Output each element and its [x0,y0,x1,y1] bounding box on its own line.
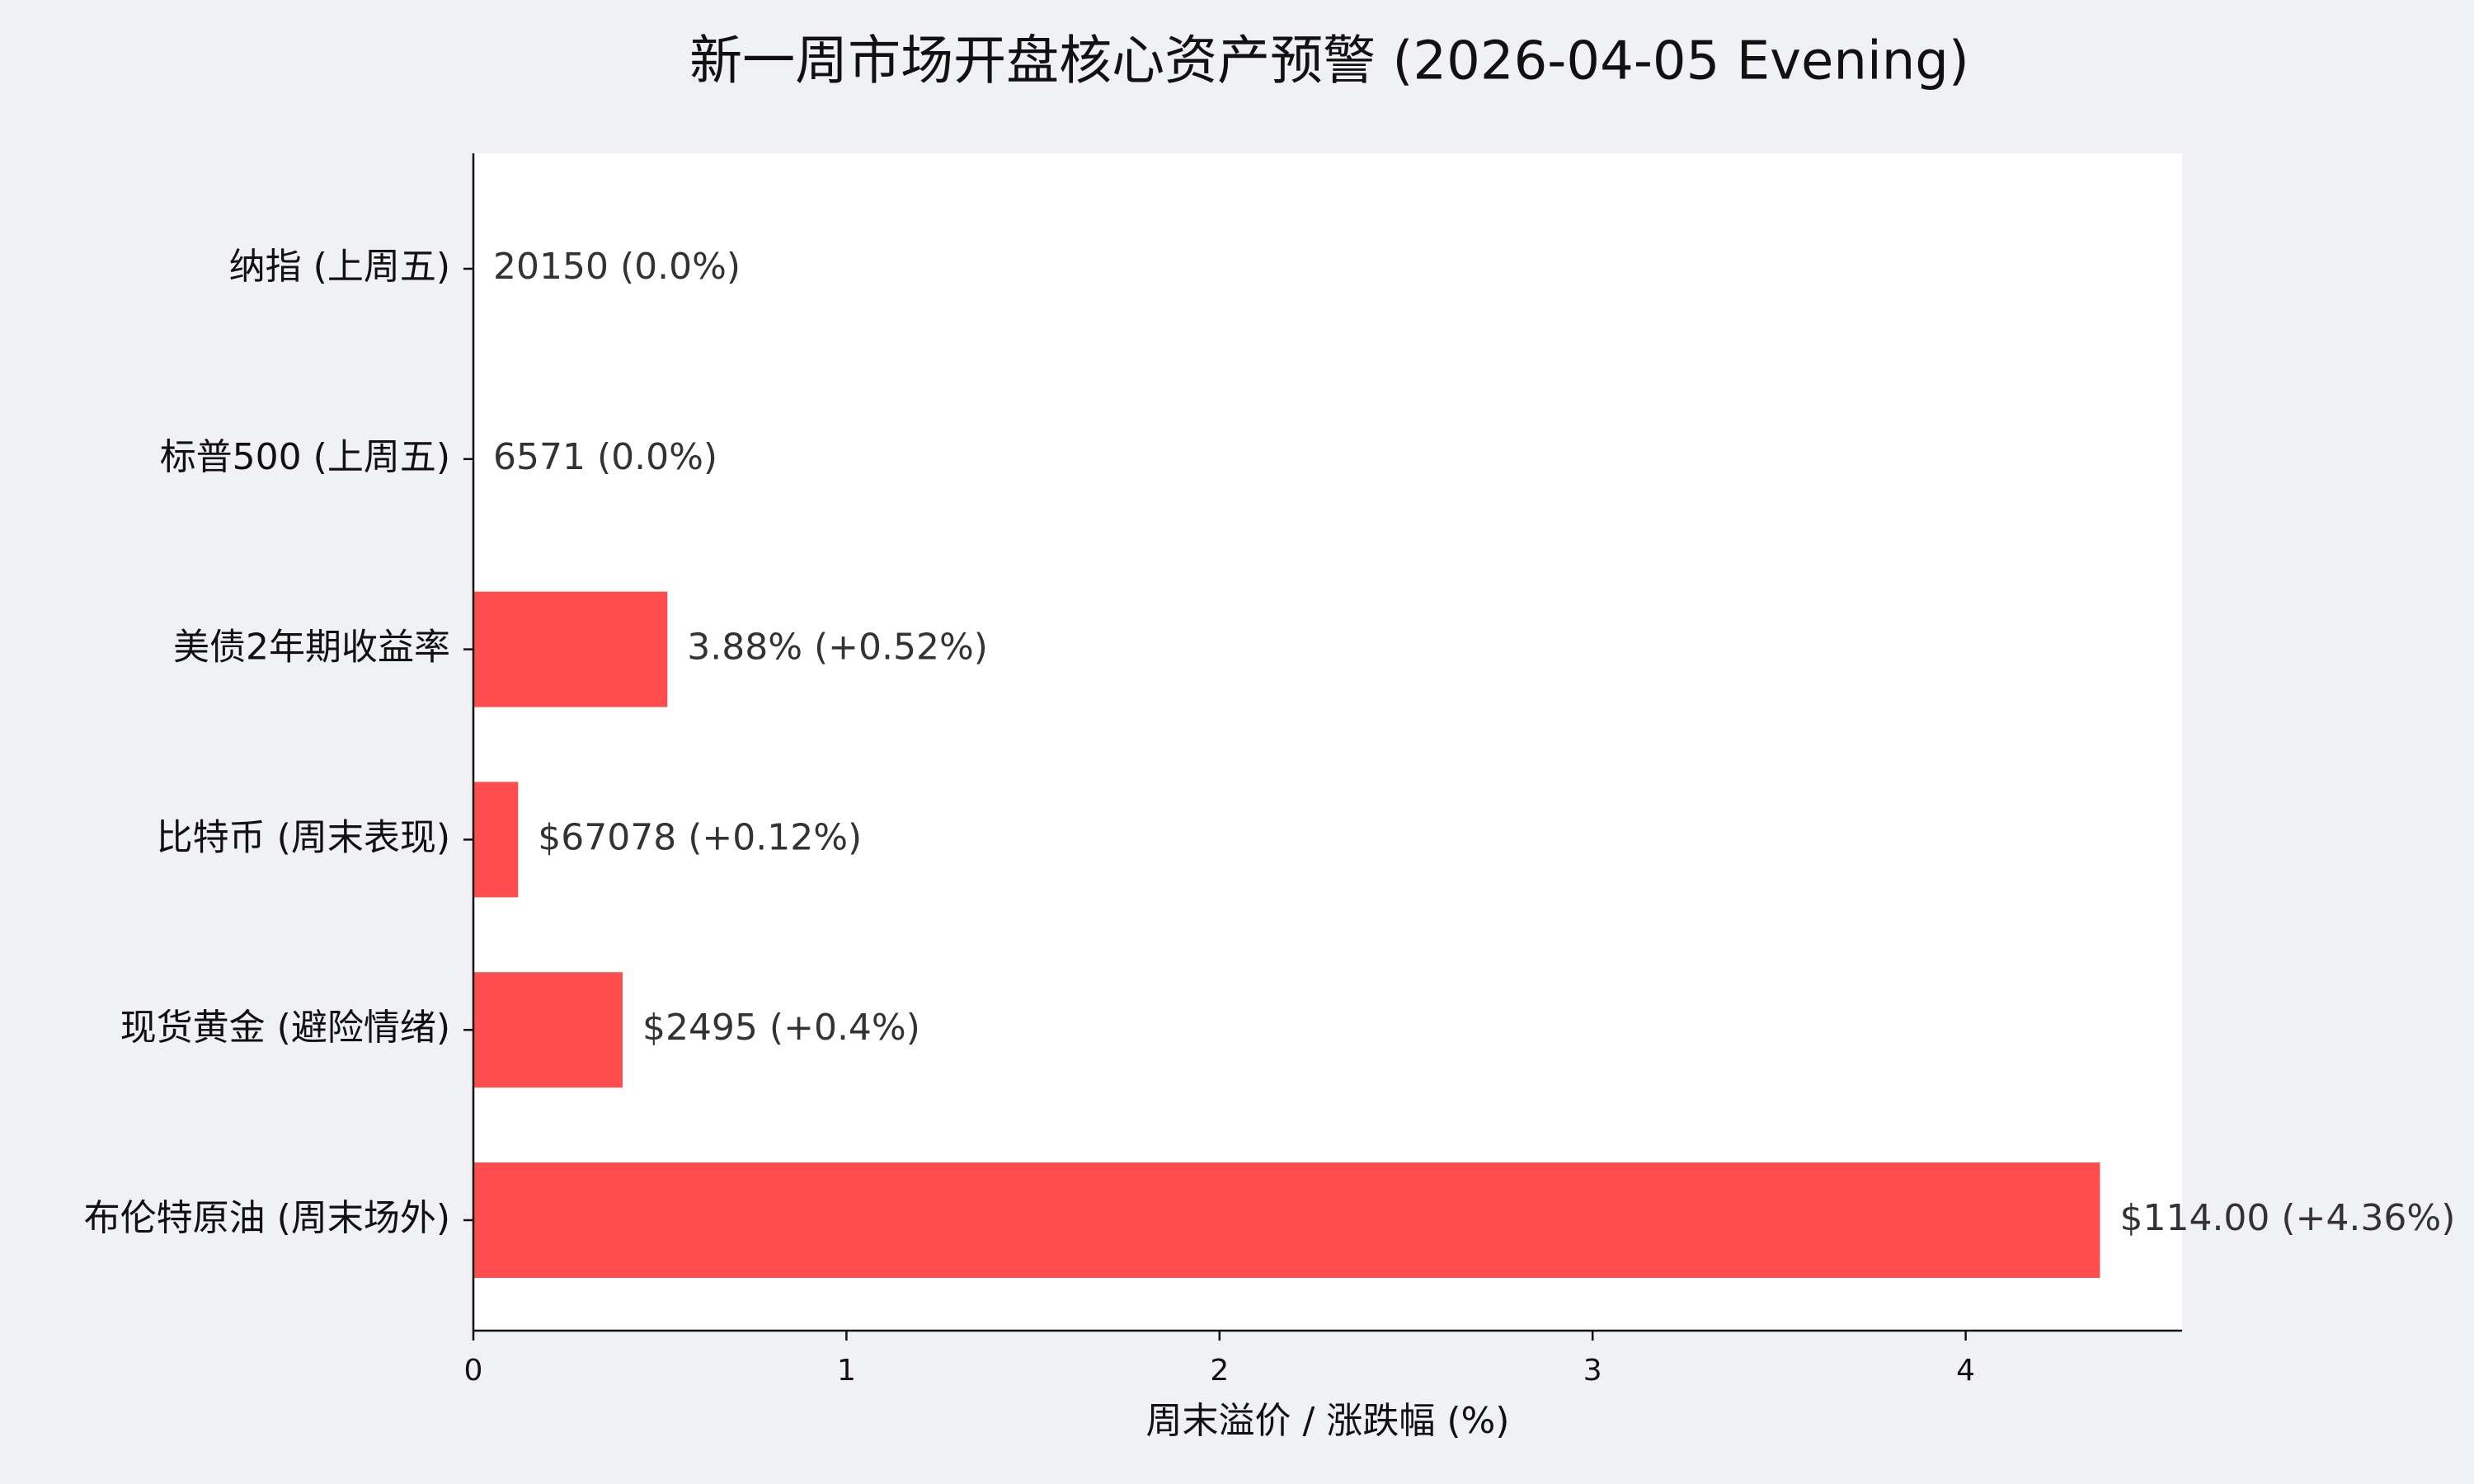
category-label-3: 比特币 (周末表现) [157,816,450,858]
data-label-4: $2495 (+0.4%) [642,1007,920,1049]
bar-4 [473,972,623,1088]
category-label-5: 布伦特原油 (周末场外) [84,1197,450,1239]
x-tick-label-3: 3 [1583,1354,1602,1388]
bar-2 [473,591,668,707]
chart-title: 新一周市场开盘核心资产预警 (2026-04-05 Evening) [689,31,1969,92]
category-label-2: 美债2年期收益率 [173,627,450,669]
data-label-1: 6571 (0.0%) [493,436,717,478]
x-tick-label-0: 0 [464,1354,483,1388]
bars-layer [473,591,2100,1278]
x-axis-ticks: 0 1 2 3 4 [464,1331,1975,1388]
x-tick-label-4: 4 [1956,1354,1975,1388]
data-label-5: $114.00 (+4.36%) [2119,1197,2455,1239]
plot-area [473,153,2182,1331]
data-labels-layer: 20150 (0.0%) 6571 (0.0%) 3.88% (+0.52%) $67… [493,246,2455,1239]
x-tick-label-1: 1 [837,1354,856,1388]
x-axis-label: 周末溢价 / 涨跌幅 (%) [1146,1400,1510,1442]
data-label-3: $67078 (+0.12%) [538,816,862,858]
data-label-2: 3.88% (+0.52%) [687,627,988,669]
bar-5 [473,1162,2100,1278]
category-label-4: 现货黄金 (避险情绪) [120,1007,450,1049]
category-label-1: 标普500 (上周五) [160,436,450,478]
bar-3 [473,782,519,898]
category-label-0: 纳指 (上周五) [229,246,450,288]
x-tick-label-2: 2 [1210,1354,1229,1388]
data-label-0: 20150 (0.0%) [493,246,741,288]
